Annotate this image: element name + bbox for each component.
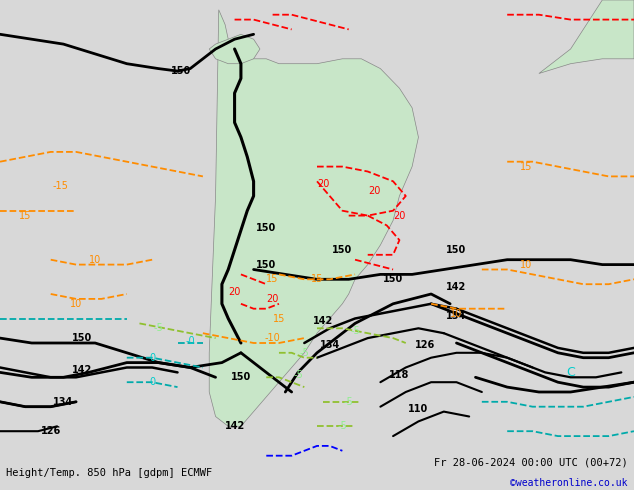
Text: 134: 134 xyxy=(53,397,74,407)
Text: 142: 142 xyxy=(446,282,467,292)
Text: C: C xyxy=(566,366,575,379)
Text: 15: 15 xyxy=(311,274,323,284)
Text: 15: 15 xyxy=(19,211,32,220)
Polygon shape xyxy=(209,34,260,64)
Text: 142: 142 xyxy=(313,316,333,326)
Text: 126: 126 xyxy=(41,426,61,436)
Text: -15: -15 xyxy=(52,181,68,191)
Text: 10: 10 xyxy=(70,299,82,309)
Text: 0: 0 xyxy=(149,353,155,363)
Text: 150: 150 xyxy=(383,274,403,284)
Text: -5: -5 xyxy=(337,421,347,431)
Text: 20: 20 xyxy=(317,179,330,189)
Text: 150: 150 xyxy=(72,333,93,343)
Text: 20: 20 xyxy=(228,287,241,296)
Text: 150: 150 xyxy=(256,223,276,233)
Text: 20: 20 xyxy=(266,294,279,304)
Text: 0: 0 xyxy=(149,377,155,387)
Text: -0: -0 xyxy=(185,336,195,345)
Text: 150: 150 xyxy=(256,260,276,270)
Text: -5: -5 xyxy=(344,397,354,407)
Text: -5: -5 xyxy=(153,323,164,333)
Text: 142: 142 xyxy=(224,421,245,431)
Text: Fr 28-06-2024 00:00 UTC (00+72): Fr 28-06-2024 00:00 UTC (00+72) xyxy=(434,458,628,468)
Text: 10: 10 xyxy=(89,255,101,265)
Polygon shape xyxy=(539,0,634,74)
Text: 126: 126 xyxy=(415,341,435,350)
Text: 134: 134 xyxy=(320,341,340,350)
Text: 15: 15 xyxy=(266,274,279,284)
Text: 150: 150 xyxy=(446,245,467,255)
Text: ©weatheronline.co.uk: ©weatheronline.co.uk xyxy=(510,478,628,488)
Text: 10: 10 xyxy=(520,260,533,270)
Text: 134: 134 xyxy=(446,311,467,321)
Text: -5: -5 xyxy=(293,370,303,380)
Text: -5: -5 xyxy=(350,326,360,336)
Text: 10: 10 xyxy=(450,309,463,318)
Text: Height/Temp. 850 hPa [gdpm] ECMWF: Height/Temp. 850 hPa [gdpm] ECMWF xyxy=(6,468,212,478)
Text: 150: 150 xyxy=(171,66,191,76)
Text: 150: 150 xyxy=(231,372,251,382)
Text: 15: 15 xyxy=(520,162,533,172)
Text: 142: 142 xyxy=(72,365,93,375)
Polygon shape xyxy=(209,10,418,426)
Text: 110: 110 xyxy=(408,404,429,414)
Text: 150: 150 xyxy=(332,245,353,255)
Text: -5: -5 xyxy=(299,348,309,358)
Text: 15: 15 xyxy=(273,314,285,323)
Text: 20: 20 xyxy=(393,211,406,220)
Text: -10: -10 xyxy=(265,333,280,343)
Text: 20: 20 xyxy=(368,186,380,196)
Text: 118: 118 xyxy=(389,370,410,380)
